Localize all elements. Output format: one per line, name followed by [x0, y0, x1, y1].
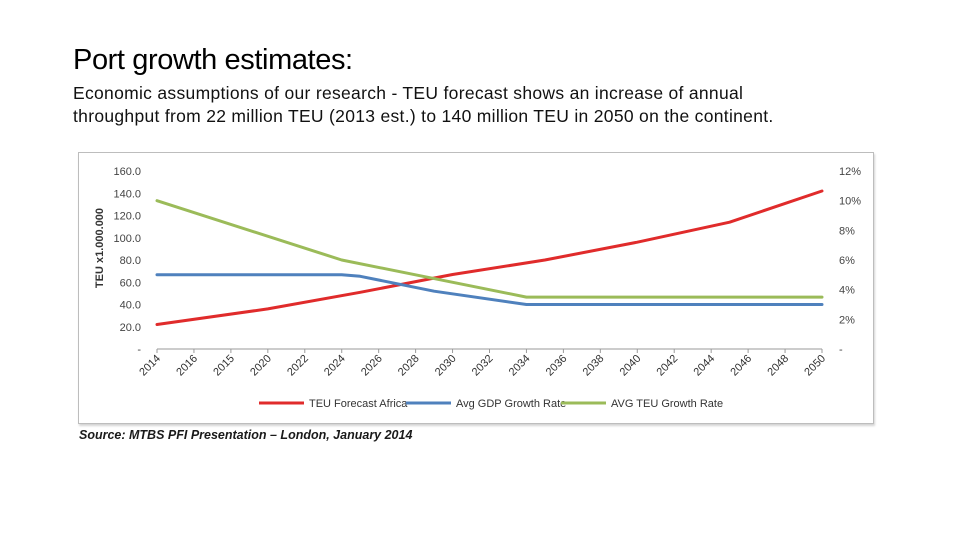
series-line-teu-forecast-africa: [155, 189, 824, 326]
y2-tick-label: 2%: [839, 314, 855, 326]
x-tick-label: 2046: [728, 353, 754, 379]
x-tick-label: 2042: [655, 353, 681, 379]
slide-subtitle: Economic assumptions of our research - T…: [73, 82, 893, 128]
y2-tick-label: 12%: [839, 166, 861, 178]
x-tick-label: 2032: [470, 353, 496, 379]
y2-tick-label: 10%: [839, 196, 861, 208]
x-tick-label: 2048: [765, 353, 791, 379]
x-tick-label: 2034: [507, 353, 533, 379]
y2-tick-label: 4%: [839, 285, 855, 297]
legend-label: Avg GDP Growth Rate: [456, 398, 566, 410]
x-tick-label: 2050: [802, 353, 828, 379]
series-line-avg-gdp-growth-rate: [155, 273, 824, 306]
y-tick-label: 100.0: [113, 233, 141, 245]
subtitle-line-2: throughput from 22 million TEU (2013 est…: [73, 106, 774, 126]
x-tick-label: 2040: [618, 353, 644, 379]
source-note: Source: MTBS PFI Presentation – London, …: [79, 428, 413, 442]
x-tick-label: 2044: [691, 353, 717, 379]
x-tick-label: 2020: [248, 353, 274, 379]
x-tick-label: 2022: [285, 353, 311, 379]
chart-frame: TEU x1.000.000 160.0 140.0 120.0 100.0 80.0 60…: [78, 152, 874, 424]
x-tick-label: 2030: [433, 353, 459, 379]
teu-forecast-chart: TEU x1.000.000 160.0 140.0 120.0 100.0 80.0 60…: [94, 166, 861, 410]
y-tick-label: 120.0: [113, 211, 141, 223]
x-tick-label: 2015: [211, 353, 237, 379]
y-tick-label: 80.0: [120, 255, 141, 267]
y2-tick-label: 8%: [839, 225, 855, 237]
legend-label: AVG TEU Growth Rate: [611, 398, 723, 410]
x-tick-label: 2036: [544, 353, 570, 379]
y2-tick-label: 6%: [839, 255, 855, 267]
y-tick-label: 40.0: [120, 300, 141, 312]
series-line-avg-teu-growth-rate: [155, 199, 824, 299]
x-tick-label: 2014: [137, 353, 163, 379]
x-tick-label: 2026: [359, 353, 385, 379]
x-tick-label: 2024: [322, 353, 348, 379]
y-tick-label: 160.0: [113, 166, 141, 178]
x-tick-label: 2028: [396, 353, 422, 379]
slide-title: Port growth estimates:: [73, 44, 353, 76]
y-tick-label: 20.0: [120, 322, 141, 334]
y2-tick-label: -: [839, 344, 843, 356]
subtitle-line-1: Economic assumptions of our research - T…: [73, 83, 744, 103]
legend-label: TEU Forecast Africa: [309, 398, 408, 410]
y-tick-label: 140.0: [113, 188, 141, 200]
y-tick-label: 60.0: [120, 277, 141, 289]
x-tick-label: 2038: [581, 353, 607, 379]
y-tick-label: -: [137, 344, 141, 356]
y-axis-title: TEU x1.000.000: [94, 208, 106, 288]
x-tick-label: 2016: [174, 353, 200, 379]
